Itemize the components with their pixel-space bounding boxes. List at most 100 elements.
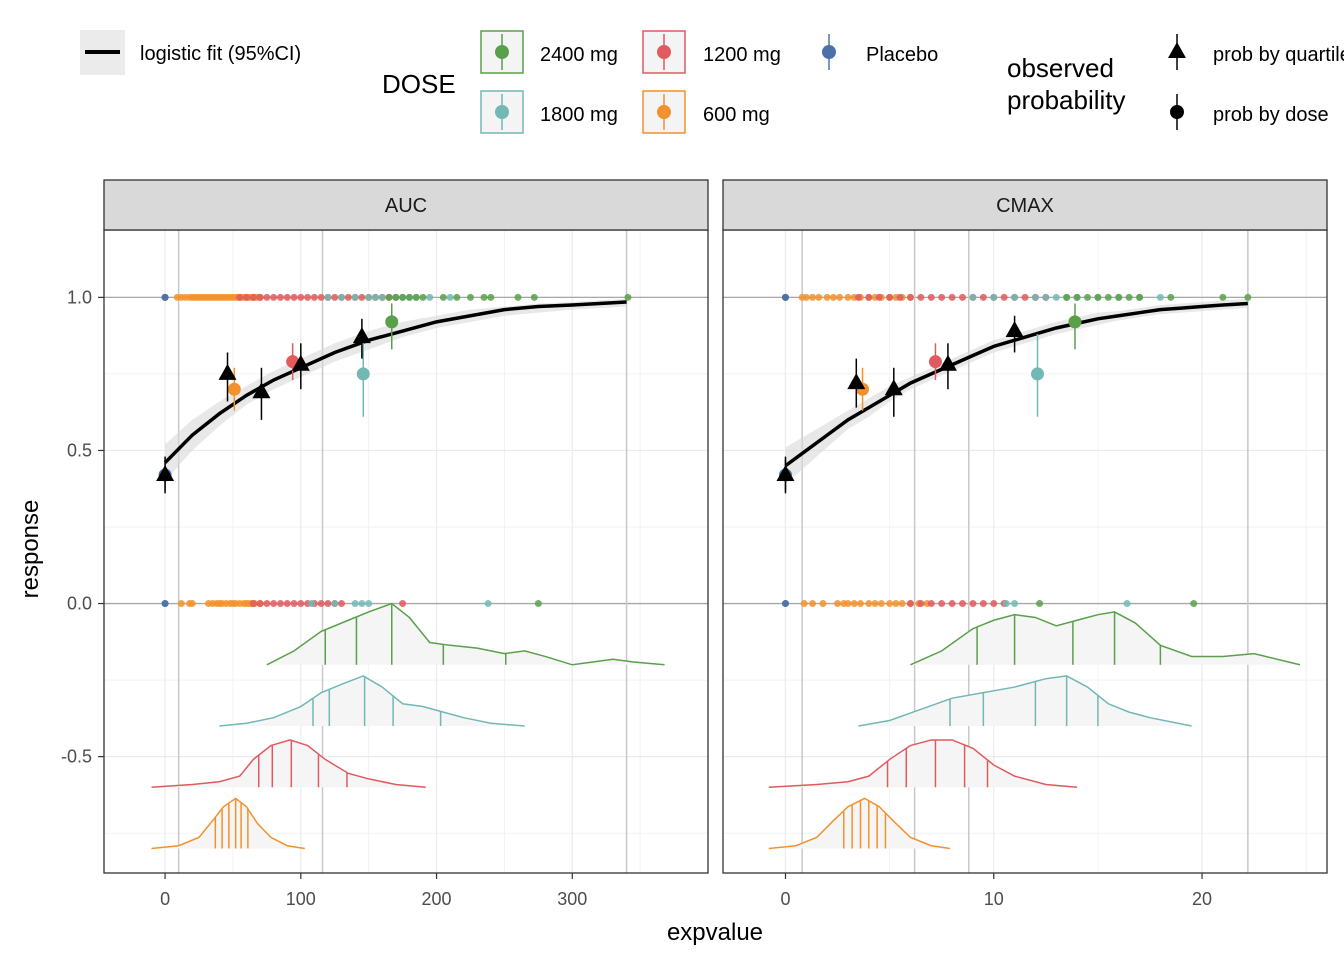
rug-point-nonresponder xyxy=(276,600,284,608)
prob-by-quartile-point xyxy=(352,327,371,344)
legend-dose-item-1800: 1800 mg xyxy=(480,90,618,134)
rug-point-responder xyxy=(276,293,284,301)
rug-point-nonresponder xyxy=(290,600,298,608)
prob-by-quartile-point xyxy=(218,363,237,380)
density-curve-1200mg xyxy=(768,739,1078,789)
rug-point-nonresponder xyxy=(1011,600,1019,608)
density-area-1200mg xyxy=(151,739,426,788)
rug-point-responder xyxy=(256,293,264,301)
legend-dose-key-600-dot xyxy=(657,105,671,119)
rug-point-responder xyxy=(297,293,305,301)
plot-background xyxy=(723,230,1327,873)
legend-dose-label-1200: 1200 mg xyxy=(703,44,781,66)
legend-dose-item-600: 600 mg xyxy=(642,90,770,134)
rug-point-responder xyxy=(338,293,346,301)
rug-point-nonresponder xyxy=(324,600,332,608)
rug-point-responder xyxy=(896,293,904,301)
rug-point-nonresponder xyxy=(177,600,185,608)
rug-point-nonresponder xyxy=(834,600,842,608)
rug-point-responder xyxy=(487,293,495,301)
rug-point-nonresponder xyxy=(850,600,858,608)
rug-point-responder xyxy=(480,293,488,301)
rug-point-responder xyxy=(1167,293,1175,301)
rug-point-responder xyxy=(624,293,632,301)
legend-dose-item-2400: 2400 mg xyxy=(480,30,618,74)
rug-point-responder xyxy=(1073,293,1081,301)
legend-fit: logistic fit (95%CI) xyxy=(80,30,301,75)
rug-point-responder xyxy=(514,293,522,301)
rug-point-nonresponder xyxy=(1036,600,1044,608)
rug-point-nonresponder xyxy=(358,600,366,608)
rug-point-responder xyxy=(815,293,823,301)
panel-auc: AUC 0 100 200 300 1.0 0.5 0.0 -0.5 xyxy=(61,179,709,909)
legend-observed-item-quartile: prob by quartile xyxy=(1168,34,1344,70)
rug-point-nonresponder xyxy=(927,600,935,608)
x-axis-title: expvalue xyxy=(667,919,763,946)
rug-point-responder xyxy=(948,293,956,301)
rug-point-responder xyxy=(1042,293,1050,301)
rug-point-responder xyxy=(969,293,977,301)
density-curve-2400mg xyxy=(266,602,665,666)
facet-strip-label: AUC xyxy=(385,195,427,217)
rug-point-responder xyxy=(1094,293,1102,301)
prob-by-dose-point xyxy=(1068,315,1082,329)
rug-point-nonresponder xyxy=(1123,600,1131,608)
rug-point-responder xyxy=(844,293,852,301)
rug-point-nonresponder xyxy=(938,600,946,608)
rug-point-responder xyxy=(263,293,271,301)
y-tick-label: -0.5 xyxy=(61,747,92,767)
prob-by-quartile-point xyxy=(776,464,795,481)
density-curve-1800mg xyxy=(858,675,1192,727)
density-area-600mg xyxy=(768,798,951,849)
rug-point-responder xyxy=(836,293,844,301)
legend-observed-item-dose: prob by dose xyxy=(1170,94,1329,130)
legend-dose-item-placebo: Placebo xyxy=(822,34,938,70)
rug-point-nonresponder xyxy=(1002,600,1010,608)
rug-point-responder xyxy=(875,293,883,301)
rug-point-responder xyxy=(1083,293,1091,301)
prob-by-dose-point xyxy=(356,367,370,381)
prob-by-quartile-point xyxy=(847,373,866,390)
rug-point-responder xyxy=(829,293,837,301)
rug-point-responder xyxy=(1104,293,1112,301)
legend-dose-key-1800-dot xyxy=(495,105,509,119)
rug-point-nonresponder xyxy=(338,600,346,608)
circle-icon xyxy=(1170,105,1184,119)
legend-observed-label-dose: prob by dose xyxy=(1213,104,1329,126)
legend-dose-key-1200-dot xyxy=(657,45,671,59)
triangle-icon xyxy=(1168,42,1186,58)
rug-point-responder xyxy=(1000,293,1008,301)
rug-point-responder xyxy=(412,293,420,301)
rug-point-nonresponder xyxy=(297,600,305,608)
rug-point-responder xyxy=(385,293,393,301)
rug-point-responder xyxy=(781,293,789,301)
rug-point-responder xyxy=(990,293,998,301)
rug-point-responder xyxy=(865,293,873,301)
legend-fit-label: logistic fit (95%CI) xyxy=(140,43,301,65)
prob-by-dose-point xyxy=(227,382,241,396)
rug-point-responder xyxy=(530,293,538,301)
rug-point-responder xyxy=(1125,293,1133,301)
rug-point-nonresponder xyxy=(871,600,879,608)
y-tick-label: 1.0 xyxy=(67,287,92,307)
rug-point-responder xyxy=(1063,293,1071,301)
facet-strip xyxy=(722,179,1328,231)
rug-point-nonresponder xyxy=(979,600,987,608)
rug-point-nonresponder xyxy=(959,600,967,608)
rug-point-nonresponder xyxy=(270,600,278,608)
rug-point-responder xyxy=(344,293,352,301)
rug-point-nonresponder xyxy=(263,600,271,608)
rug-point-responder xyxy=(290,293,298,301)
rug-point-nonresponder xyxy=(990,600,998,608)
legend-observed: observed probability prob by quartile pr… xyxy=(1007,34,1344,130)
rug-point-nonresponder xyxy=(892,600,900,608)
density-curve-1800mg xyxy=(219,675,525,727)
rug-point-responder xyxy=(446,293,454,301)
rug-point-responder xyxy=(310,293,318,301)
legend-observed-label-quartile: prob by quartile xyxy=(1213,44,1344,66)
y-tick-label: 0.0 xyxy=(67,594,92,614)
rug-point-nonresponder xyxy=(308,600,316,608)
rug-point-responder xyxy=(419,293,427,301)
x-tick-label: 200 xyxy=(422,889,452,909)
rug-point-responder xyxy=(405,293,413,301)
